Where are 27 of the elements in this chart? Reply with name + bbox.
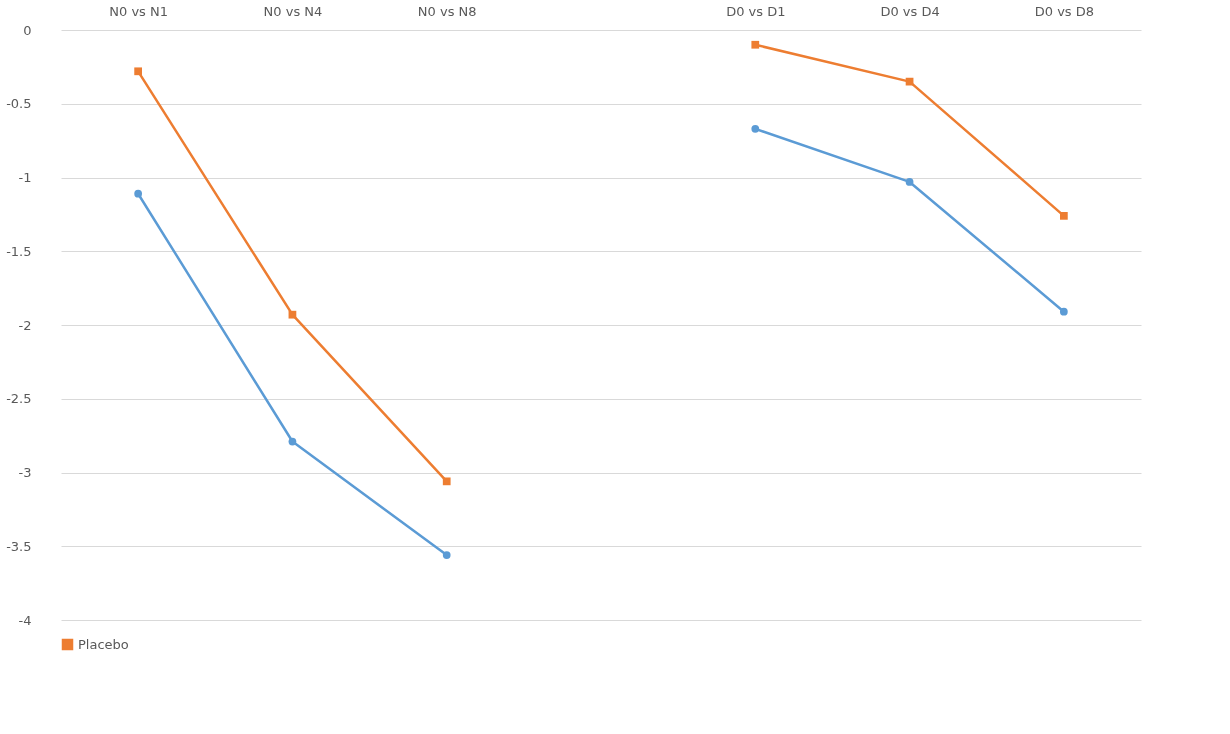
x-tick-label: D0 vs D4 bbox=[880, 3, 940, 19]
y-tick-label: -3 bbox=[18, 465, 32, 480]
y-tick-label: 0 bbox=[23, 22, 32, 38]
point bbox=[442, 477, 451, 486]
point bbox=[905, 178, 914, 186]
point bbox=[134, 189, 143, 198]
x-tick-label: N0 vs N4 bbox=[263, 3, 323, 19]
x-tick-label: D0 vs D1 bbox=[726, 3, 786, 19]
y-tick-label: -2.5 bbox=[6, 391, 32, 407]
y-tick-label: -1.5 bbox=[6, 243, 32, 259]
point bbox=[288, 437, 297, 446]
point bbox=[1059, 307, 1068, 316]
y-tick-label: -3.5 bbox=[6, 538, 32, 554]
y-tick-label: -0.5 bbox=[6, 96, 32, 112]
point bbox=[1059, 211, 1068, 220]
x-tick-label: D0 vs D8 bbox=[1034, 3, 1095, 19]
point bbox=[288, 310, 297, 319]
x-tick-label: N0 vs N8 bbox=[417, 3, 477, 19]
y-tick-label: -4 bbox=[18, 612, 32, 628]
legend-label: Placebo bbox=[78, 636, 129, 652]
y-tick-label: -2 bbox=[18, 317, 32, 333]
point bbox=[134, 67, 143, 76]
x-tick-label: N0 vs N1 bbox=[109, 3, 169, 19]
y-tick-label: -1 bbox=[18, 170, 32, 185]
point bbox=[751, 40, 760, 49]
point bbox=[751, 124, 760, 133]
point bbox=[442, 551, 451, 559]
